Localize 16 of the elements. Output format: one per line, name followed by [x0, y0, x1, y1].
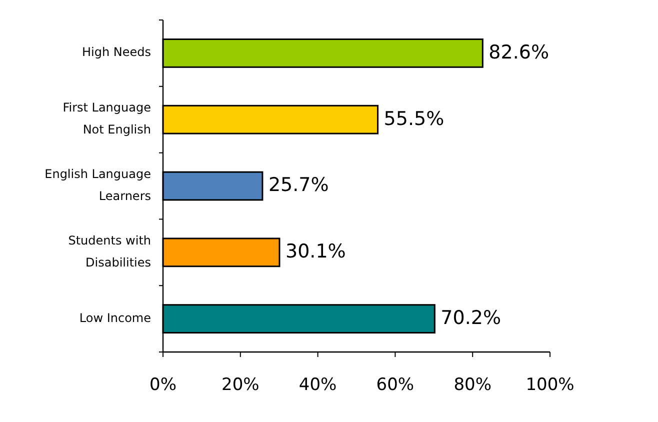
y-tick-label: High Needs	[82, 45, 151, 60]
data-label: 82.6%	[488, 41, 550, 64]
data-label: 70.2%	[440, 306, 502, 330]
x-tick-label: 60%	[376, 375, 414, 395]
y-tick-label: Low Income	[79, 311, 151, 326]
y-tick-label: First Language Not English	[62, 100, 151, 137]
data-label: 55.5%	[384, 108, 444, 130]
x-tick-label: 80%	[454, 375, 492, 395]
x-tick-label: 0%	[150, 375, 176, 395]
y-tick-label: Students with Disabilities	[68, 234, 151, 270]
data-label: 30.1%	[285, 240, 346, 263]
x-tick-label: 20%	[222, 375, 260, 395]
x-tick-label: 40%	[298, 375, 337, 395]
data-label: 25.7%	[268, 174, 329, 196]
x-tick-label: 100%	[526, 375, 574, 395]
y-tick-label: English Language Learners	[44, 167, 151, 204]
